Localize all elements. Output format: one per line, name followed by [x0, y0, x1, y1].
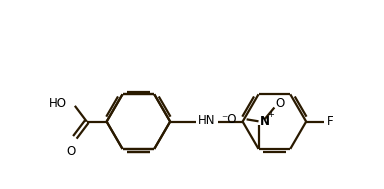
- Text: O: O: [276, 97, 285, 110]
- Text: N: N: [260, 115, 270, 128]
- Text: +: +: [267, 110, 274, 119]
- Text: HO: HO: [49, 97, 67, 110]
- Text: O: O: [66, 145, 76, 158]
- Text: F: F: [327, 115, 333, 128]
- Text: ⁻O: ⁻O: [221, 113, 237, 126]
- Text: HN: HN: [198, 114, 215, 127]
